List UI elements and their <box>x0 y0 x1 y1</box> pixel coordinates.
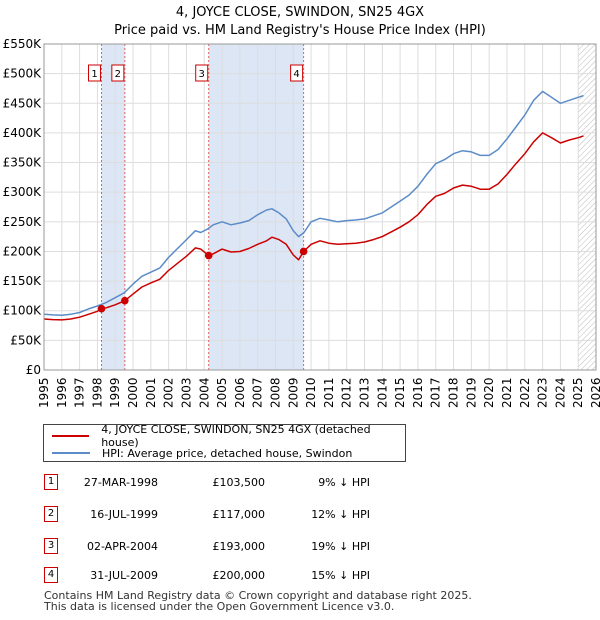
x-tick-label: 2023 <box>536 377 550 408</box>
x-tick-label: 1995 <box>37 377 51 408</box>
transaction-row: 4 31-JUL-2009 £200,000 15% ↓ HPI <box>0 567 600 587</box>
legend-price-label: 4, JOYCE CLOSE, SWINDON, SN25 4GX (detac… <box>101 423 371 449</box>
marker-label: 3 <box>199 69 205 80</box>
price-series-line <box>43 132 584 321</box>
x-tick-label: 2015 <box>393 377 407 408</box>
y-tick-label: £300K <box>3 185 43 199</box>
x-tick-label: 1998 <box>90 377 104 408</box>
sale-point <box>97 304 106 313</box>
x-tick-label: 2003 <box>179 377 193 408</box>
x-tick-label: 2006 <box>233 377 247 408</box>
transaction-number-badge: 3 <box>44 538 58 554</box>
y-tick-label: £450K <box>3 96 43 110</box>
transaction-price: £103,500 <box>212 476 266 489</box>
transaction-hpi-diff: 19% ↓ HPI <box>311 540 370 553</box>
y-tick-label: £250K <box>3 215 43 229</box>
chart-title-line2: Price paid vs. HM Land Registry's House … <box>114 23 486 38</box>
sale-point <box>204 251 213 260</box>
transaction-price: £200,000 <box>212 569 266 582</box>
projection-hatch <box>578 44 596 370</box>
y-tick-label: £400K <box>3 126 43 140</box>
y-tick-label: £200K <box>3 244 43 258</box>
marker-label: 1 <box>91 69 97 80</box>
marker-label-box <box>290 64 304 82</box>
y-tick-label: £100K <box>3 304 43 318</box>
transaction-hpi-diff: 12% ↓ HPI <box>311 508 370 521</box>
transaction-date: 16-JUL-1999 <box>90 508 158 521</box>
price-chart: 1 2 3 4 £0 £50K £100K £150K £200K £250K £300K £350K… <box>3 37 600 408</box>
x-tick-label: 2010 <box>304 377 318 408</box>
y-tick-label: £0 <box>26 363 41 377</box>
chart-title-line1: 4, JOYCE CLOSE, SWINDON, SN25 4GX <box>175 5 425 20</box>
hpi-series-line <box>43 90 584 316</box>
x-tick-label: 2001 <box>144 377 158 408</box>
y-tick-label: £550K <box>3 37 43 51</box>
transaction-number-badge: 4 <box>44 567 58 583</box>
x-tick-label: 1996 <box>55 377 69 408</box>
x-tick-label: 2017 <box>429 377 443 408</box>
marker-label-box <box>88 64 102 82</box>
x-tick-label: 2021 <box>500 377 514 408</box>
plot-border <box>43 43 597 371</box>
ownership-shade <box>101 44 125 370</box>
transaction-date: 27-MAR-1998 <box>83 476 158 489</box>
legend-price-swatch <box>52 435 90 437</box>
marker-label: 2 <box>115 69 121 80</box>
x-tick-label: 2011 <box>322 377 336 408</box>
x-tick-label: 2009 <box>286 377 300 408</box>
x-tick-label: 1999 <box>108 377 122 408</box>
footer-line1: Contains HM Land Registry data © Crown c… <box>44 589 472 602</box>
marker-label: 4 <box>293 69 299 80</box>
x-tick-label: 2018 <box>447 377 461 408</box>
x-tick-label: 2020 <box>482 377 496 408</box>
marker-label-box <box>111 64 125 82</box>
x-tick-label: 2002 <box>162 377 176 408</box>
transaction-date: 31-JUL-2009 <box>90 569 158 582</box>
x-tick-label: 2012 <box>340 377 354 408</box>
ownership-shade <box>208 44 304 370</box>
x-tick-label: 2016 <box>411 377 425 408</box>
x-tick-label: 1997 <box>73 377 87 408</box>
transaction-hpi-diff: 15% ↓ HPI <box>311 569 370 582</box>
chart-title: 4, JOYCE CLOSE, SWINDON, SN25 4GX Price … <box>0 4 600 40</box>
x-tick-label: 2004 <box>197 377 211 408</box>
y-tick-label: £150K <box>3 274 43 288</box>
y-tick-label: £350K <box>3 156 43 170</box>
sale-point <box>121 296 129 305</box>
transaction-row: 3 02-APR-2004 £193,000 19% ↓ HPI <box>0 538 600 558</box>
legend-hpi-label: HPI: Average price, detached house, Swin… <box>102 446 353 460</box>
x-tick-label: 2026 <box>589 377 600 408</box>
marker-label-box <box>195 64 209 82</box>
x-tick-label: 2014 <box>375 377 389 408</box>
x-tick-label: 2025 <box>571 377 585 408</box>
transaction-price: £117,000 <box>212 508 266 521</box>
legend-item-hpi: HPI: Average price, detached house, Swin… <box>52 445 352 461</box>
footer-attribution: Contains HM Land Registry data © Crown c… <box>44 590 472 612</box>
transaction-hpi-diff: 9% ↓ HPI <box>318 476 370 489</box>
x-tick-label: 2022 <box>518 377 532 408</box>
sale-point <box>299 247 308 256</box>
x-tick-label: 2008 <box>268 377 282 408</box>
x-tick-label: 2013 <box>358 377 372 408</box>
y-tick-label: £50K <box>10 333 42 347</box>
chart-legend: 4, JOYCE CLOSE, SWINDON, SN25 4GX (detac… <box>43 423 406 462</box>
transaction-date: 02-APR-2004 <box>86 540 158 553</box>
transaction-price: £193,000 <box>212 540 266 553</box>
x-tick-label: 2019 <box>464 377 478 408</box>
legend-hpi-swatch <box>52 452 90 454</box>
footer-line2: This data is licensed under the Open Gov… <box>44 600 395 613</box>
x-tick-label: 2005 <box>215 377 229 408</box>
y-tick-label: £500K <box>3 67 43 81</box>
legend-item-price: 4, JOYCE CLOSE, SWINDON, SN25 4GX (detac… <box>52 423 405 449</box>
transaction-row: 2 16-JUL-1999 £117,000 12% ↓ HPI <box>0 506 600 526</box>
plot-area <box>44 44 596 370</box>
transaction-number-badge: 1 <box>44 474 58 490</box>
x-tick-label: 2007 <box>251 377 265 408</box>
x-tick-label: 2000 <box>126 377 140 408</box>
transaction-number-badge: 2 <box>44 506 58 522</box>
transaction-row: 1 27-MAR-1998 £103,500 9% ↓ HPI <box>0 474 600 494</box>
x-tick-label: 2024 <box>553 377 567 408</box>
